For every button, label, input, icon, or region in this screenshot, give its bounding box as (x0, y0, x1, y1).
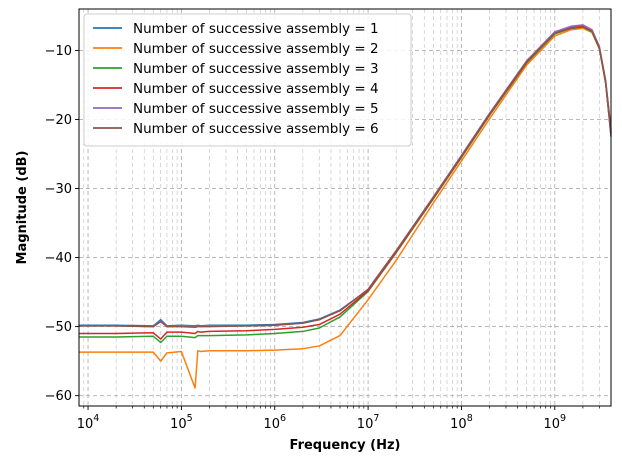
series-lines (79, 24, 612, 389)
y-tick-label: −60 (45, 389, 72, 404)
x-tick-exponent: 4 (93, 413, 99, 424)
x-tick-exponent: 8 (467, 413, 473, 424)
x-tick-label: 104 (77, 413, 100, 432)
x-tick-exponent: 9 (560, 413, 566, 424)
y-axis-title: Magnitude (dB) (15, 151, 30, 265)
y-tick-label: −40 (45, 251, 72, 266)
x-tick-base: 10 (77, 417, 94, 432)
y-tick-label: −50 (45, 320, 72, 335)
plot-frame (78, 8, 612, 407)
x-tick-exponent: 5 (187, 413, 193, 424)
x-tick-base: 10 (450, 417, 467, 432)
series-line-2 (79, 27, 612, 389)
legend-entry-label: Number of successive assembly = 3 (133, 61, 379, 77)
x-tick-label: 107 (357, 413, 380, 432)
legend-box (83, 13, 412, 147)
x-tick-label: 106 (263, 413, 286, 432)
y-tick-label: −30 (45, 182, 72, 197)
y-tick-label: −10 (45, 44, 72, 59)
legend: Number of successive assembly = 1 Number … (83, 13, 412, 147)
x-tick-label: 109 (544, 413, 567, 432)
legend-entry-label: Number of successive assembly = 1 (133, 21, 379, 37)
legend-entry-label: Number of successive assembly = 5 (133, 101, 379, 117)
x-tick-base: 10 (544, 417, 561, 432)
y-axis-ticks: −60 −50 −40 −30 −20 −10 (45, 44, 79, 404)
legend-entry-label: Number of successive assembly = 4 (133, 81, 379, 97)
series-line-6 (79, 26, 612, 329)
y-tick-label: −20 (45, 113, 72, 128)
x-tick-label: 105 (170, 413, 193, 432)
x-tick-exponent: 6 (280, 413, 286, 424)
x-tick-base: 10 (357, 417, 374, 432)
x-axis-ticks: 104 105 106 107 108 109 (77, 406, 600, 432)
x-tick-exponent: 7 (373, 413, 379, 424)
x-tick-label: 108 (450, 413, 473, 432)
x-tick-base: 10 (263, 417, 280, 432)
x-axis-title: Frequency (Hz) (290, 438, 401, 453)
x-tick-base: 10 (170, 417, 187, 432)
legend-entry-label: Number of successive assembly = 2 (133, 41, 379, 57)
legend-entry-label: Number of successive assembly = 6 (133, 121, 379, 137)
